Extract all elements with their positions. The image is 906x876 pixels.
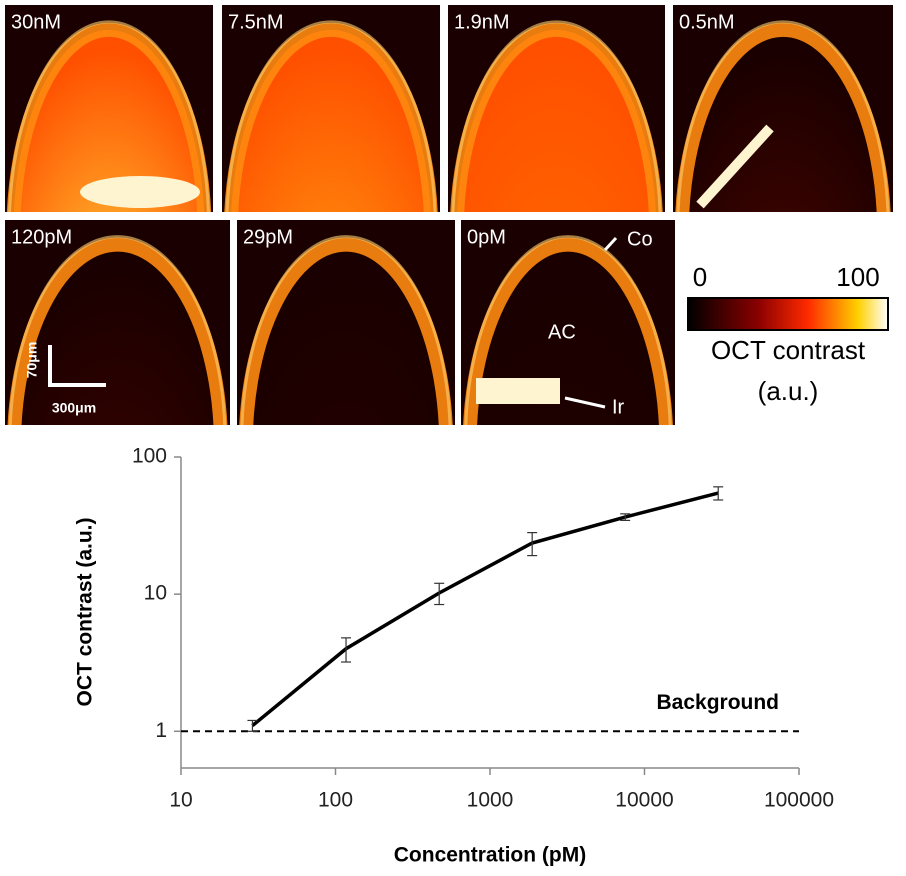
- cornea: [6, 22, 212, 212]
- colorbar-rect: [687, 297, 889, 331]
- cornea-outer: [464, 235, 672, 425]
- colorbar-title: OCT contrast: [711, 335, 866, 365]
- panel-label: 1.9nM: [454, 11, 510, 33]
- cornea-outer: [8, 20, 210, 212]
- eye-interior: [246, 244, 446, 425]
- image-panel: [461, 220, 675, 425]
- error-bar: [341, 637, 352, 663]
- chart: Concentration (pM) OCT contrast (a.u.) 1…: [74, 445, 834, 867]
- colorbar-unit: (a.u.): [758, 376, 819, 406]
- cornea: [239, 237, 453, 425]
- error-bar: [620, 513, 631, 521]
- annotation-line: [603, 236, 618, 252]
- image-panel: [5, 5, 213, 212]
- colorbar-max: 100: [836, 262, 879, 292]
- y-tick-label: 10: [144, 582, 167, 605]
- cornea-outer: [676, 20, 890, 212]
- panel-label: 0pM: [467, 226, 506, 248]
- cornea: [450, 22, 663, 212]
- x-tick-label: 10000: [615, 789, 673, 812]
- image-panel: [237, 220, 455, 425]
- cornea: [224, 22, 438, 212]
- error-bar: [434, 582, 445, 606]
- panel-label: 30nM: [11, 11, 61, 33]
- panel-label: 0.5nM: [679, 11, 735, 33]
- y-axis-title: OCT contrast (a.u.): [74, 517, 97, 706]
- colorbar: 0 100 OCT contrast (a.u.): [687, 262, 889, 406]
- image-panel: [673, 5, 893, 212]
- panel-label: 7.5nM: [228, 11, 284, 33]
- y-tick-label: 100: [132, 445, 167, 468]
- eye-interior: [13, 29, 205, 212]
- scale-label: 300μm: [52, 400, 96, 416]
- image-panel: [222, 5, 440, 212]
- image-panels: [5, 5, 893, 425]
- eye-interior: [457, 29, 656, 212]
- cornea-outer: [240, 235, 452, 425]
- colorbar-min: 0: [693, 262, 707, 292]
- error-bar: [713, 486, 724, 501]
- image-panel: [448, 5, 665, 212]
- annotation: AC: [548, 321, 576, 343]
- cornea-outer: [451, 20, 662, 212]
- reference-label: Background: [656, 691, 779, 714]
- x-axis-title: Concentration (pM): [394, 844, 586, 867]
- cornea-outer: [225, 20, 437, 212]
- y-tick-label: 1: [155, 719, 167, 742]
- annotation: Co: [627, 228, 653, 250]
- error-bar: [527, 532, 538, 557]
- cornea: [675, 22, 891, 212]
- eye-interior: [231, 29, 431, 212]
- x-tick-label: 100: [318, 789, 353, 812]
- iris: [696, 124, 774, 209]
- panel-label: 29pM: [243, 226, 293, 248]
- cornea: [463, 237, 673, 425]
- x-tick-label: 1000: [467, 789, 514, 812]
- image-panel: [5, 220, 230, 425]
- panel-label: 120pM: [11, 226, 72, 248]
- cornea: [7, 237, 228, 425]
- eye-interior: [14, 244, 221, 425]
- scale-label: 70μm: [24, 342, 40, 379]
- iris: [80, 176, 200, 208]
- cornea-outer: [8, 235, 227, 425]
- annotation-line: [564, 396, 606, 409]
- error-bar: [247, 719, 258, 732]
- iris: [476, 378, 560, 404]
- x-tick-label: 100000: [764, 789, 834, 812]
- annotation: Ir: [612, 396, 625, 418]
- x-tick-label: 10: [169, 789, 192, 812]
- data-line: [251, 491, 719, 727]
- annotations: Co AC Ir 70μm 300μm 30nM 7.5nM 1.9nM 0.5nM 1…: [11, 11, 735, 418]
